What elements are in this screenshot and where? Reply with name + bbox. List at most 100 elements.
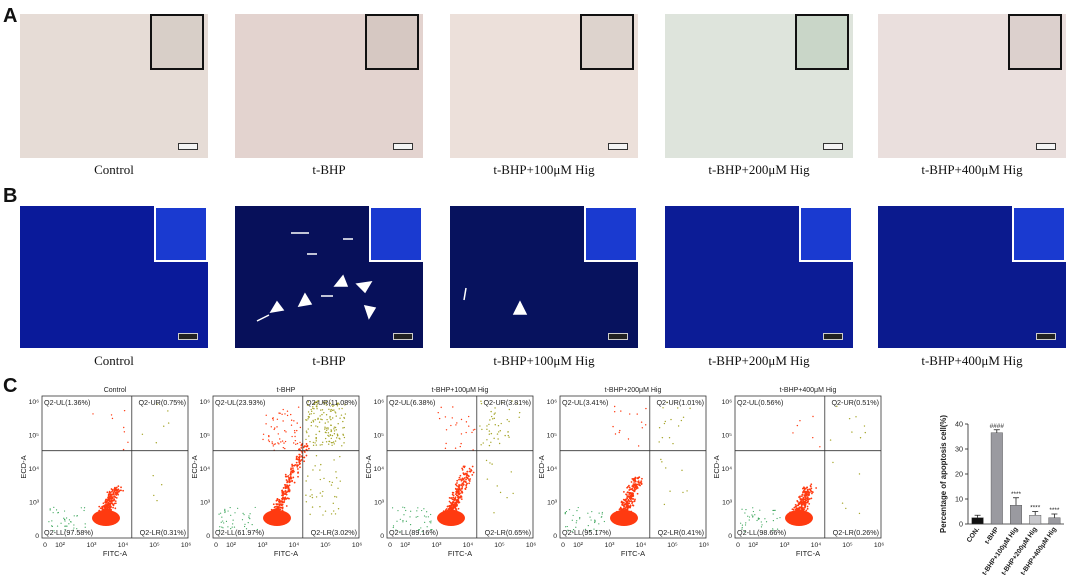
- flow-point: [271, 441, 273, 443]
- quadrant-ur-label: Q2-UR(11.08%): [306, 398, 357, 407]
- flow-point: [459, 474, 462, 477]
- flow-point: [290, 419, 293, 421]
- flow-point: [440, 406, 442, 409]
- flow-point: [802, 491, 805, 493]
- flow-point: [855, 416, 857, 418]
- flow-point: [801, 501, 804, 504]
- flow-point: [327, 421, 329, 423]
- flow-point: [415, 516, 417, 518]
- flow-point: [472, 471, 475, 474]
- arrowhead-icon: [297, 292, 313, 307]
- flow-point: [772, 509, 774, 512]
- flow-point: [744, 524, 747, 526]
- flow-point: [458, 476, 461, 479]
- flow-point: [458, 484, 460, 486]
- flow-point: [460, 442, 462, 445]
- flow-point: [804, 498, 807, 501]
- flow-point: [319, 469, 321, 471]
- flow-point: [802, 498, 805, 501]
- flow-point: [331, 409, 334, 412]
- flow-point: [333, 433, 336, 435]
- flow-point: [451, 498, 454, 501]
- flow-point: [288, 484, 291, 487]
- flow-point: [437, 411, 439, 414]
- flow-point: [70, 521, 72, 523]
- flow-point: [799, 497, 802, 500]
- flow-point: [815, 487, 818, 489]
- flow-point: [329, 417, 331, 419]
- flow-point: [292, 476, 295, 479]
- flow-point: [462, 472, 465, 475]
- flow-point: [327, 443, 330, 445]
- flow-point: [60, 522, 62, 524]
- flow-point: [806, 486, 809, 489]
- flow-point: [335, 477, 338, 479]
- flow-point: [488, 423, 490, 426]
- flow-x-tick: 10²: [748, 542, 759, 549]
- flow-point: [305, 480, 307, 482]
- flow-point: [314, 401, 316, 403]
- flow-point: [290, 471, 292, 473]
- flow-y-tick: 10⁴: [200, 466, 211, 473]
- flow-point: [49, 509, 51, 511]
- flow-point: [333, 430, 336, 432]
- flow-point: [803, 486, 805, 489]
- flow-point: [452, 507, 454, 510]
- flow-y-tick: 10³: [722, 500, 733, 507]
- flow-point: [469, 478, 472, 480]
- flow-point: [455, 501, 458, 504]
- flow-point: [639, 484, 642, 487]
- flow-point: [308, 416, 310, 419]
- flow-point: [306, 404, 309, 406]
- flow-point: [631, 501, 634, 503]
- flow-point: [488, 430, 491, 432]
- flow-point: [575, 526, 577, 528]
- flow-point: [271, 417, 274, 420]
- flow-point: [299, 426, 302, 429]
- flow-point: [470, 469, 472, 471]
- flow-point: [325, 400, 327, 403]
- flow-point: [625, 501, 628, 504]
- flow-point: [338, 403, 340, 405]
- flow-point: [331, 417, 334, 419]
- flow-point: [457, 485, 460, 488]
- flow-point: [319, 505, 321, 508]
- flow-point: [497, 438, 499, 440]
- flow-point: [772, 520, 774, 522]
- flow-point: [333, 428, 335, 430]
- flow-point: [315, 401, 318, 403]
- flow-point: [281, 413, 283, 416]
- flow-point: [65, 525, 67, 527]
- flow-point: [628, 496, 631, 499]
- flow-point: [334, 411, 336, 413]
- flow-point: [289, 474, 292, 476]
- flow-point: [479, 425, 481, 427]
- flow-point: [296, 458, 299, 461]
- flow-point: [338, 408, 340, 410]
- flow-point: [748, 519, 750, 521]
- flow-x-tick: 0: [388, 542, 392, 549]
- flow-point: [295, 458, 298, 461]
- flow-x-tick: 10⁴: [636, 542, 647, 549]
- flow-point: [455, 424, 457, 426]
- flow-point: [640, 480, 643, 483]
- flow-point: [307, 401, 310, 403]
- flow-point: [281, 489, 284, 492]
- flow-point: [66, 517, 68, 519]
- flow-point: [329, 434, 332, 436]
- flow-point: [756, 519, 758, 522]
- flow-point: [305, 501, 308, 503]
- flow-point: [773, 509, 775, 511]
- bar-y-tick: 10: [955, 495, 963, 504]
- significance-label: ****: [1030, 505, 1041, 512]
- flow-point: [689, 407, 691, 410]
- flow-point: [324, 426, 326, 428]
- flow-point: [284, 440, 287, 443]
- flow-point: [297, 475, 299, 478]
- flow-point: [284, 430, 286, 432]
- flow-density-core: [263, 510, 291, 526]
- flow-point: [237, 507, 239, 509]
- flow-point: [334, 426, 337, 429]
- flow-point: [465, 486, 468, 489]
- flow-point: [287, 475, 290, 477]
